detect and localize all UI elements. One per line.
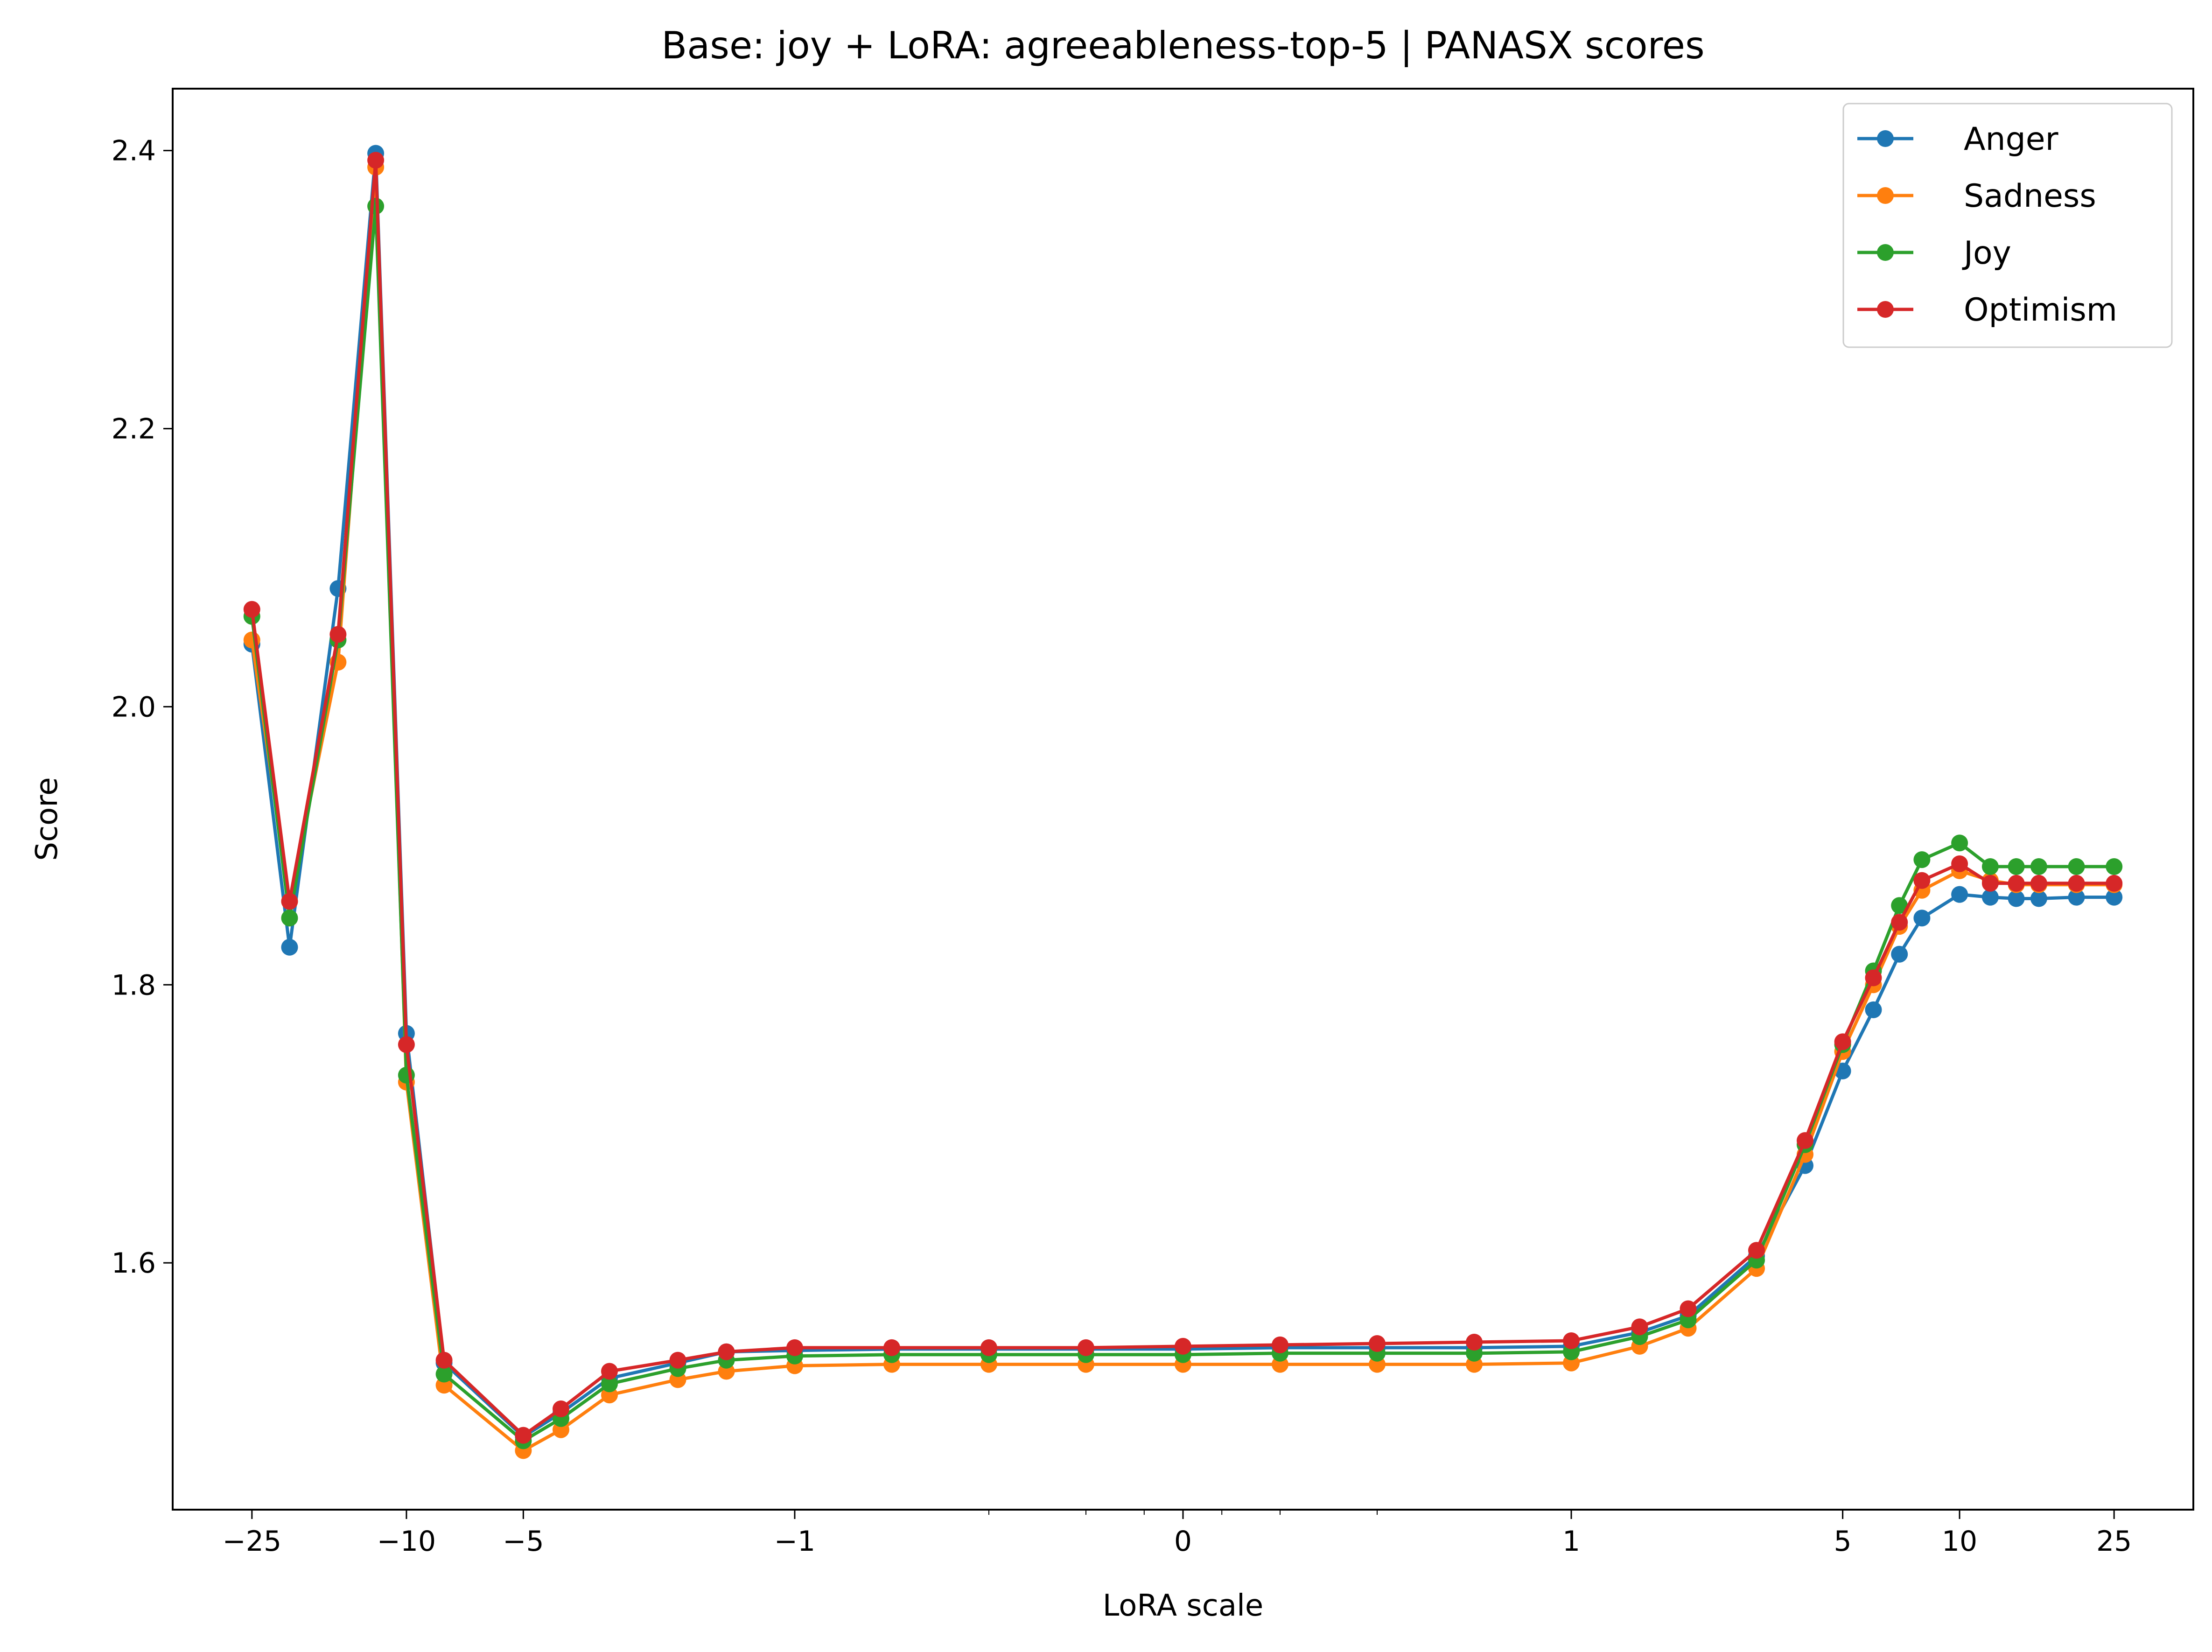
- x-tick-label: 5: [1834, 1525, 1852, 1558]
- data-point-joy: [2068, 858, 2085, 875]
- data-point-optimism: [786, 1339, 803, 1356]
- legend-box: [1842, 103, 2173, 348]
- legend: Anger Sadness Joy Optimism: [1842, 103, 2173, 348]
- data-point-optimism: [1981, 875, 1999, 892]
- data-point-optimism: [2068, 875, 2085, 892]
- legend-entry-joy: Joy: [1857, 235, 2011, 272]
- data-point-joy: [601, 1375, 618, 1393]
- data-point-optimism: [1865, 969, 1882, 987]
- data-point-anger: [2068, 889, 2085, 906]
- data-point-joy: [2106, 858, 2123, 875]
- data-point-optimism: [2106, 875, 2123, 892]
- data-point-optimism: [1272, 1336, 1288, 1353]
- legend-label-joy: Joy: [1962, 235, 2011, 272]
- y-tick-label: 2.4: [112, 135, 156, 168]
- x-axis-label: LoRA scale: [1103, 1589, 1264, 1623]
- data-point-joy: [281, 910, 298, 927]
- data-point-optimism: [669, 1351, 686, 1369]
- legend-entry-optimism: Optimism: [1857, 292, 2117, 329]
- data-point-joy: [2030, 858, 2047, 875]
- data-point-optimism: [1466, 1334, 1483, 1351]
- data-point-optimism: [1631, 1318, 1648, 1336]
- data-point-anger: [2008, 890, 2025, 907]
- y-tick-label: 2.2: [112, 413, 156, 445]
- data-point-anger: [2106, 889, 2123, 906]
- legend-entry-anger: Anger: [1857, 121, 2058, 158]
- data-point-anger: [1891, 945, 1908, 963]
- y-tick-label: 2.0: [112, 691, 156, 723]
- data-point-optimism: [329, 626, 347, 643]
- legend-label-optimism: Optimism: [1964, 292, 2117, 329]
- y-axis: 1.6 1.8 2.0 2.2 2.4: [112, 135, 173, 1280]
- x-tick-label: 25: [2096, 1525, 2132, 1558]
- data-point-optimism: [1563, 1332, 1580, 1349]
- data-point-optimism: [1369, 1335, 1386, 1352]
- legend-label-sadness: Sadness: [1964, 178, 2096, 215]
- data-point-optimism: [398, 1036, 415, 1053]
- data-point-optimism: [367, 152, 385, 169]
- data-point-optimism: [2030, 875, 2047, 892]
- data-point-optimism: [980, 1339, 997, 1356]
- legend-marker-sadness: [1877, 187, 1894, 204]
- series-line-sadness: [250, 165, 2114, 1452]
- x-tick-label: −25: [223, 1525, 282, 1558]
- data-point-optimism: [1834, 1033, 1851, 1050]
- x-tick-label: −1: [774, 1525, 815, 1558]
- data-point-optimism: [1680, 1300, 1697, 1317]
- x-tick-label: 1: [1562, 1525, 1580, 1558]
- series-line-joy: [250, 204, 2114, 1442]
- data-point-optimism: [2008, 875, 2025, 892]
- data-point-optimism: [601, 1363, 618, 1380]
- chart-title: Base: joy + LoRA: agreeableness-top-5 | …: [661, 24, 1704, 68]
- data-point-anger: [1913, 910, 1931, 927]
- data-point-optimism: [883, 1339, 900, 1356]
- series-layer: [243, 145, 2123, 1459]
- data-point-joy: [435, 1365, 453, 1383]
- data-point-anger: [281, 938, 298, 956]
- data-point-joy: [1951, 834, 1968, 852]
- x-axis: −25 −10 −5 −1 0 1 5 10 25: [223, 1510, 2132, 1558]
- data-point-joy: [1891, 897, 1908, 914]
- series-optimism: [243, 152, 2123, 1444]
- data-point-optimism: [1078, 1339, 1094, 1356]
- data-point-optimism: [1175, 1337, 1191, 1355]
- data-point-optimism: [718, 1343, 735, 1360]
- data-point-optimism: [1951, 855, 1968, 872]
- y-tick-label: 1.8: [112, 969, 156, 1001]
- y-tick-label: 1.6: [112, 1247, 156, 1280]
- x-tick-label: −10: [377, 1525, 436, 1558]
- data-point-optimism: [1913, 872, 1931, 889]
- data-point-anger: [1981, 889, 1999, 906]
- legend-label-anger: Anger: [1964, 121, 2058, 158]
- data-point-optimism: [1891, 914, 1908, 931]
- legend-marker-anger: [1877, 130, 1894, 147]
- series-line-optimism: [250, 158, 2114, 1437]
- x-tick-label: 0: [1174, 1525, 1192, 1558]
- x-tick-label: −5: [503, 1525, 544, 1558]
- data-point-anger: [1865, 1001, 1882, 1018]
- data-point-optimism: [281, 893, 298, 910]
- x-tick-label: 10: [1942, 1525, 1977, 1558]
- data-point-optimism: [1748, 1242, 1765, 1259]
- legend-marker-optimism: [1877, 301, 1894, 318]
- y-axis-label: Score: [30, 777, 64, 861]
- data-point-optimism: [553, 1400, 569, 1417]
- data-point-joy: [2008, 858, 2025, 875]
- data-point-joy: [1981, 858, 1999, 875]
- legend-marker-joy: [1877, 244, 1894, 261]
- data-point-optimism: [435, 1351, 453, 1369]
- data-point-joy: [1913, 851, 1931, 868]
- data-point-optimism: [243, 601, 260, 618]
- legend-entry-sadness: Sadness: [1857, 178, 2096, 215]
- data-point-anger: [1951, 886, 1968, 903]
- data-point-anger: [2030, 890, 2047, 907]
- data-point-optimism: [1797, 1132, 1813, 1149]
- data-point-optimism: [515, 1427, 532, 1444]
